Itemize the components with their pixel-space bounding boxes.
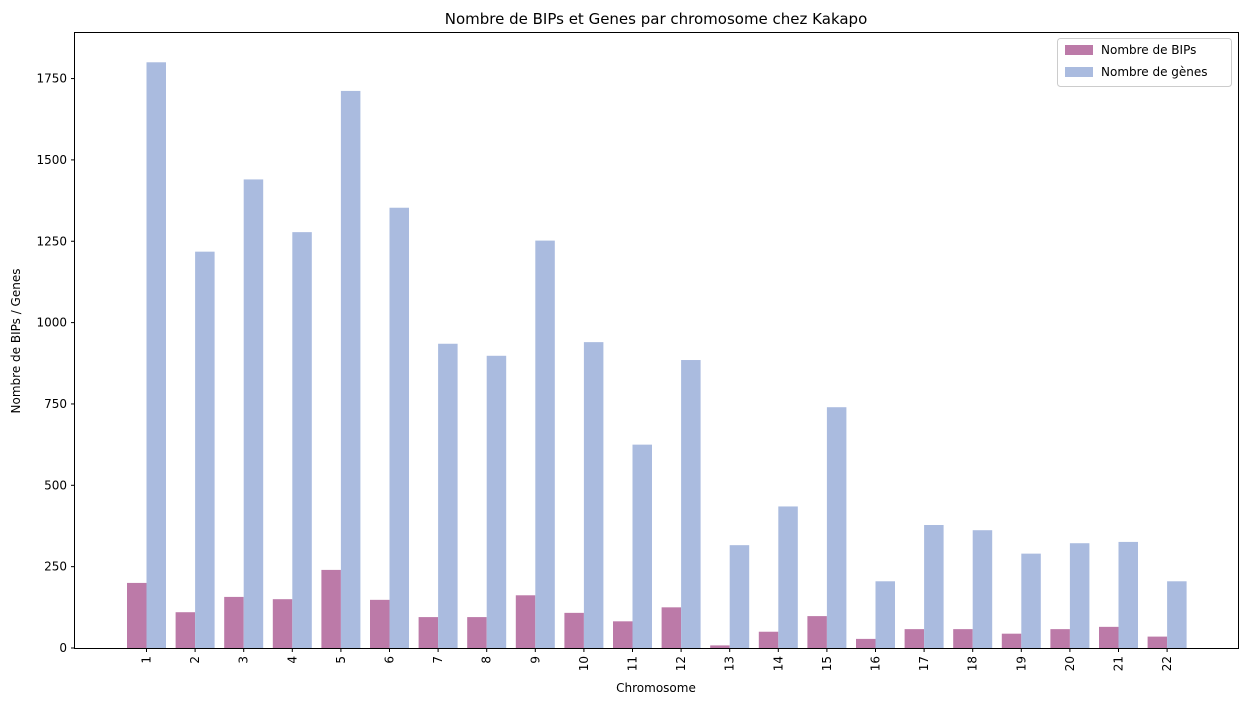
bar-genes (438, 343, 458, 648)
bar-genes (1021, 553, 1041, 648)
y-tick-label: 1500 (36, 153, 67, 167)
bar-genes (1167, 581, 1187, 648)
legend-swatch-bips (1065, 45, 1093, 55)
bar-bips (1001, 633, 1022, 648)
bar-bips (127, 582, 147, 648)
x-tick-label: 5 (334, 656, 348, 664)
x-tick-label: 10 (577, 656, 591, 671)
bar-bips (1050, 629, 1070, 648)
chart-title: Nombre de BIPs et Genes par chromosome c… (445, 10, 868, 28)
bar-genes (729, 545, 750, 648)
y-axis-label: Nombre de BIPs / Genes (9, 269, 23, 414)
x-tick-label: 20 (1063, 656, 1077, 671)
bar-genes (486, 355, 507, 648)
legend: Nombre de BIPs Nombre de gènes (1057, 38, 1232, 87)
bar-genes (340, 90, 361, 649)
bar-genes (292, 232, 312, 648)
bar-bips (224, 596, 244, 648)
bar-genes (195, 251, 215, 649)
y-tick-label: 250 (44, 560, 67, 574)
bar-bips (758, 631, 779, 648)
bar-bips (613, 621, 633, 648)
bar-bips (564, 612, 584, 648)
bar-bips (515, 595, 536, 648)
plot-frame (74, 32, 1239, 649)
bar-genes (972, 530, 993, 648)
bar-bips (370, 599, 390, 648)
x-tick-label: 21 (1112, 656, 1126, 671)
bar-genes (875, 581, 895, 648)
x-tick-label: 18 (966, 656, 980, 671)
x-axis-label: Chromosome (616, 681, 696, 695)
x-tick-label: 19 (1014, 656, 1028, 671)
bar-bips (856, 638, 876, 648)
bar-bips (1147, 636, 1168, 648)
legend-label-genes: Nombre de gènes (1101, 65, 1208, 79)
bar-bips (904, 629, 925, 648)
legend-box (1057, 38, 1232, 87)
y-axis: 0 250 500 750 1000 1250 1500 1750 (36, 72, 75, 655)
x-tick-label: 6 (383, 656, 397, 664)
x-tick-label: 12 (674, 656, 688, 671)
bar-bips (710, 645, 730, 648)
bar-genes (146, 62, 166, 649)
x-tick-label: 1 (140, 656, 154, 664)
y-tick-label: 1750 (36, 72, 67, 86)
bar-bips (467, 617, 487, 648)
x-tick-label: 8 (480, 656, 494, 664)
legend-label-bips: Nombre de BIPs (1101, 43, 1196, 57)
x-tick-label: 3 (237, 656, 251, 664)
bar-genes (243, 179, 264, 648)
x-tick-label: 11 (626, 656, 640, 671)
bar-genes (389, 207, 409, 649)
bar-genes (535, 240, 555, 648)
x-tick-label: 7 (431, 656, 445, 664)
bar-bips (1099, 626, 1119, 648)
bar-genes (1069, 543, 1090, 648)
bars-layer (127, 62, 1187, 649)
bar-bips (953, 629, 973, 648)
bar-genes (778, 506, 798, 648)
bar-bips (661, 607, 682, 648)
x-axis: 1 2 3 4 5 6 7 8 9 10 11 12 13 14 15 16 17 18 19 20 21 22 (140, 648, 1174, 671)
bar-genes (1118, 541, 1138, 648)
bar-bips (807, 616, 827, 648)
x-tick-label: 17 (917, 656, 931, 671)
x-tick-label: 15 (820, 656, 834, 671)
y-tick-label: 500 (44, 478, 67, 492)
bar-genes (826, 407, 847, 648)
y-tick-label: 750 (44, 397, 67, 411)
bar-genes (681, 360, 701, 648)
x-tick-label: 22 (1160, 656, 1174, 671)
x-tick-label: 4 (285, 656, 299, 664)
x-tick-label: 16 (869, 656, 883, 671)
x-tick-label: 2 (188, 656, 202, 664)
x-tick-label: 13 (723, 656, 737, 671)
legend-swatch-genes (1065, 67, 1093, 77)
y-tick-label: 1000 (36, 316, 67, 330)
y-tick-label: 1250 (36, 234, 67, 248)
y-tick-label: 0 (59, 641, 67, 655)
bar-genes (583, 342, 604, 648)
bar-bips (272, 599, 293, 648)
bar-genes (924, 525, 944, 648)
x-tick-label: 14 (771, 656, 785, 671)
bar-bips (321, 569, 341, 648)
bar-bips (418, 617, 439, 648)
bar-bips (175, 612, 196, 648)
bar-genes (632, 444, 652, 648)
x-tick-label: 9 (528, 656, 542, 664)
